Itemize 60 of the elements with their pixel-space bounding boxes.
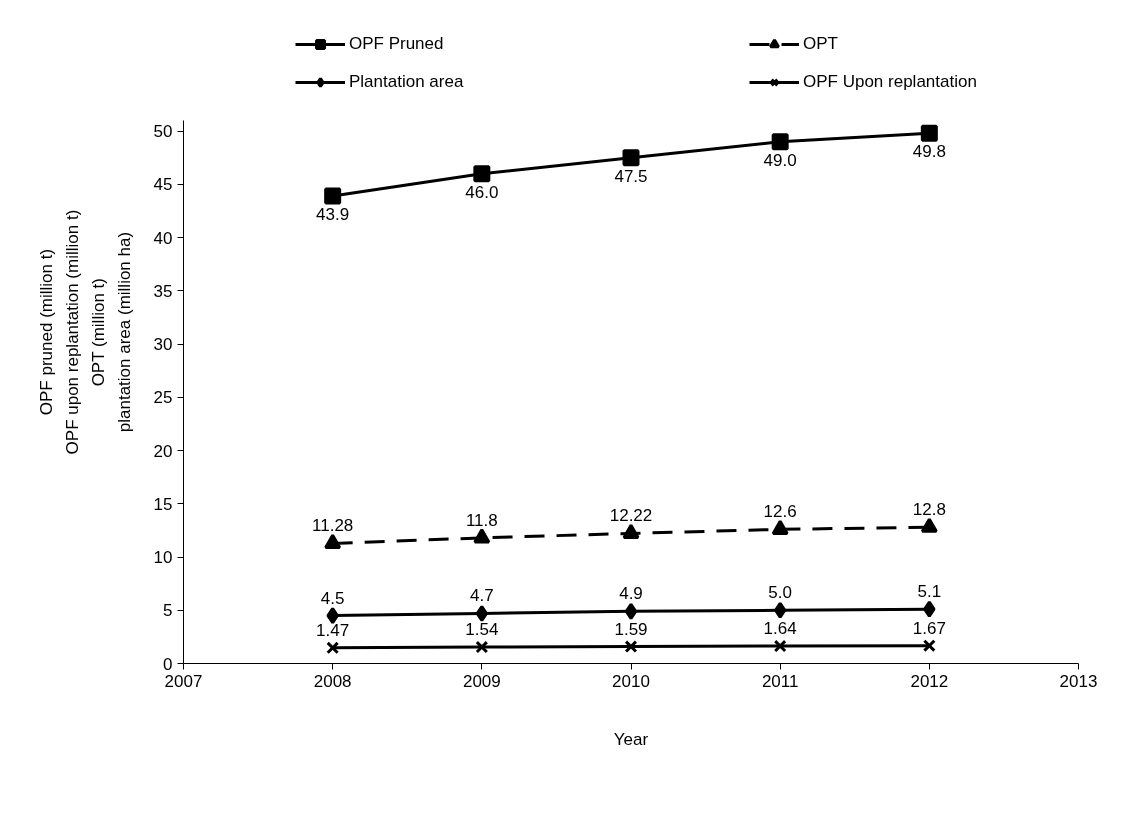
point xyxy=(771,133,789,151)
data-label: 5.0 xyxy=(768,583,792,603)
data-label: 1.54 xyxy=(465,620,499,640)
data-label: 4.5 xyxy=(320,588,345,608)
y-tick-label: 10 xyxy=(153,548,173,568)
x-tick-label: 2008 xyxy=(313,671,352,691)
data-label: 1.67 xyxy=(912,618,946,638)
point xyxy=(473,528,491,544)
point xyxy=(624,602,638,620)
point xyxy=(326,607,339,625)
x-tick-label: 2013 xyxy=(1059,671,1098,691)
data-label: 12.6 xyxy=(763,502,797,522)
legend-label: Plantation area xyxy=(349,72,465,92)
data-label: 4.9 xyxy=(619,584,643,604)
point xyxy=(774,601,787,619)
data-label: 12.8 xyxy=(912,500,946,520)
point xyxy=(923,600,936,618)
y-tick-label: 35 xyxy=(153,281,173,301)
data-label: 1.59 xyxy=(614,619,648,639)
data-label: 46.0 xyxy=(465,182,499,202)
y-tick-label: 20 xyxy=(153,441,173,461)
y-tick-label: 5 xyxy=(163,601,173,621)
legend-label: OPF Pruned xyxy=(349,34,445,54)
data-label: 1.47 xyxy=(316,620,350,640)
y-tick-label: 0 xyxy=(163,654,173,674)
point xyxy=(324,187,342,205)
y-tick-label: 50 xyxy=(153,122,173,142)
y-tick-label: 40 xyxy=(153,228,173,248)
x-tick-label: 2012 xyxy=(910,671,949,691)
data-label: 47.5 xyxy=(614,166,648,186)
point xyxy=(773,639,787,653)
legend-label: OPT xyxy=(803,34,839,54)
data-label: 5.1 xyxy=(917,582,942,602)
x-axis-title: Year xyxy=(613,729,649,749)
data-label: 11.28 xyxy=(312,516,354,536)
data-label: 1.64 xyxy=(763,619,797,639)
data-label: 49.8 xyxy=(912,142,946,162)
x-tick-label: 2007 xyxy=(164,671,203,691)
y-tick-label: 25 xyxy=(153,388,173,408)
data-label: 4.7 xyxy=(470,586,494,606)
data-label: 43.9 xyxy=(316,205,350,225)
y-tick-label: 30 xyxy=(153,335,173,355)
legend-label: OPF Upon replantation xyxy=(803,72,978,92)
point xyxy=(920,124,938,142)
x-tick-label: 2010 xyxy=(612,671,650,691)
y-tick-label: 45 xyxy=(153,175,173,195)
x-tick-label: 2011 xyxy=(761,671,799,691)
data-label: 12.22 xyxy=(609,506,653,526)
point xyxy=(473,165,491,183)
x-tick-label: 2009 xyxy=(462,671,501,691)
point xyxy=(475,640,489,654)
y-axis-title: OPF pruned (million t) OPF upon replantation (million t) OPT (million t) plantation area (million ha) xyxy=(37,209,134,455)
point xyxy=(326,641,340,655)
point xyxy=(624,640,638,654)
y-tick-label: 15 xyxy=(153,494,173,514)
point xyxy=(475,604,488,622)
data-label: 11.8 xyxy=(465,510,498,530)
point xyxy=(622,149,640,167)
point xyxy=(922,639,936,653)
data-label: 49.0 xyxy=(763,150,797,170)
